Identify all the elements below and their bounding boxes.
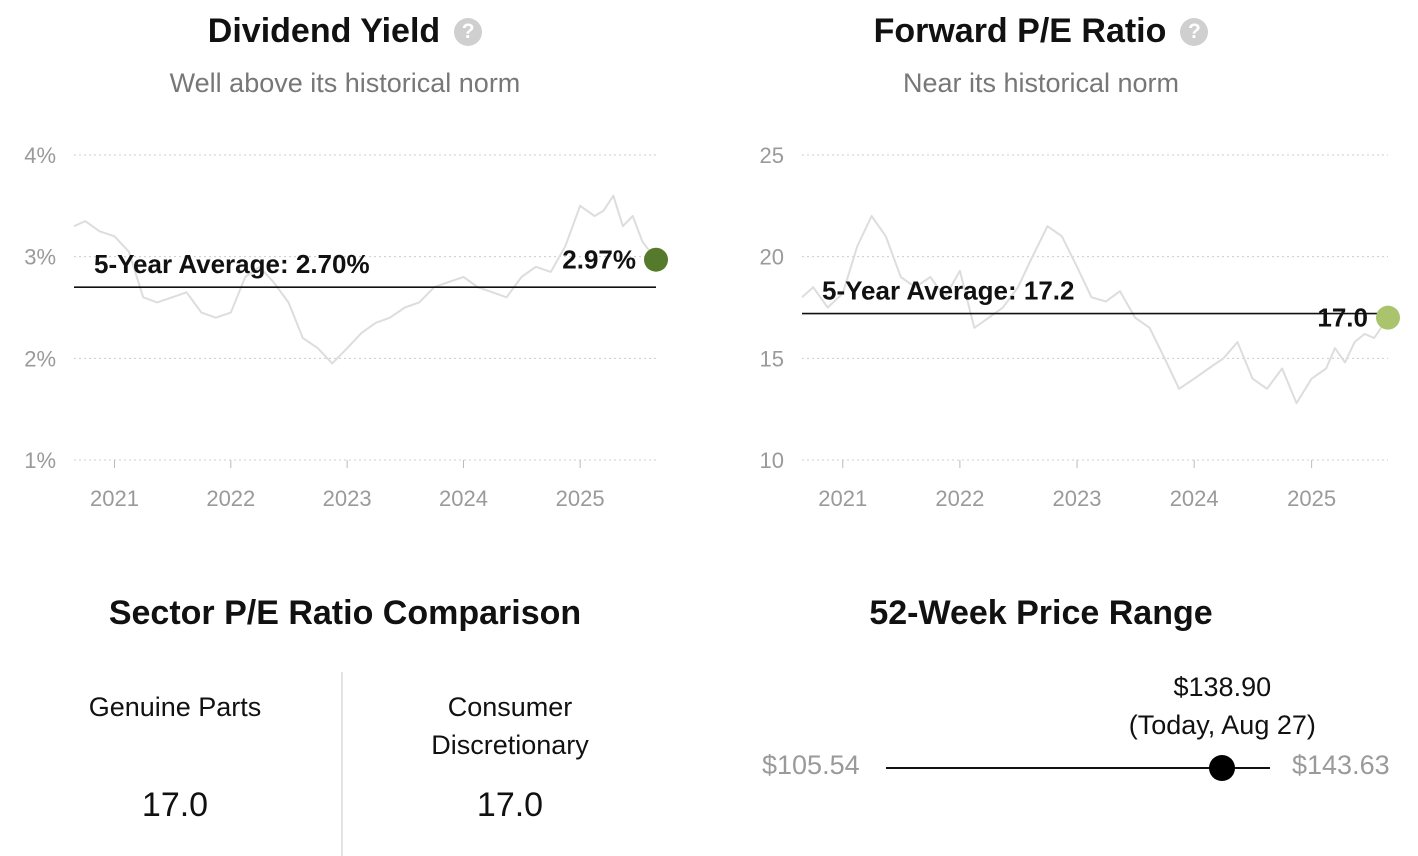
x-tick-label: 2021: [90, 486, 139, 511]
x-tick-label: 2025: [556, 486, 605, 511]
x-tick-label: 2021: [818, 486, 867, 511]
y-tick-label: 20: [760, 245, 784, 270]
average-label: 5-Year Average: 17.2: [822, 276, 1074, 306]
x-tick-label: 2022: [206, 486, 255, 511]
forward-pe-subtitle: Near its historical norm: [902, 68, 1180, 98]
x-tick-label: 2023: [323, 486, 372, 511]
current-price-date: (Today, Aug 27): [1128, 710, 1316, 740]
series-line: [73, 194, 657, 365]
average-label: 5-Year Average: 2.70%: [94, 249, 370, 279]
forward-pe-title: Forward P/E Ratio: [873, 12, 1167, 50]
x-tick-label: 2025: [1287, 486, 1336, 511]
price-range-low: $105.54: [762, 750, 860, 780]
y-tick-label: 1%: [24, 448, 56, 473]
dividend-yield-title-row: Dividend Yield?: [0, 12, 690, 51]
y-tick-label: 25: [760, 143, 784, 168]
y-tick-label: 2%: [24, 346, 56, 371]
dividend-yield-chart: 1% 2% 3% 4% 2021 2022 2023 2024 2025 5-Year Avera…: [24, 143, 668, 511]
sector-pe-comparison: Sector P/E Ratio Comparison Genuine Part…: [0, 560, 690, 856]
x-tick-label: 2023: [1053, 486, 1102, 511]
price-range-title: 52-Week Price Range: [869, 594, 1213, 632]
price-range-track: [886, 767, 1270, 769]
company-pe-value: 17.0: [141, 786, 209, 824]
question-circle-icon[interactable]: ?: [1180, 18, 1209, 46]
sector-pe-value: 17.0: [476, 786, 544, 824]
current-value-dot: [1376, 305, 1400, 330]
y-tick-label: 10: [760, 448, 784, 473]
forward-pe-title-row: Forward P/E Ratio?: [700, 12, 1382, 51]
current-value-dot: [644, 247, 668, 272]
company-name: Genuine Parts: [88, 692, 262, 722]
current-value-label: 2.97%: [562, 245, 636, 275]
series-line: [801, 215, 1389, 405]
current-price: $138.90: [1173, 672, 1272, 702]
sector-divider: [341, 672, 343, 856]
current-price-marker[interactable]: [1209, 755, 1236, 781]
dividend-yield-panel: Dividend Yield? Well above its historica…: [0, 0, 690, 520]
x-tick-label: 2024: [439, 486, 488, 511]
x-tick-label: 2022: [935, 486, 984, 511]
dividend-yield-title: Dividend Yield: [207, 12, 441, 50]
current-price-label: $138.90 (Today, Aug 27): [1102, 668, 1342, 744]
y-tick-label: 4%: [24, 143, 56, 168]
question-circle-icon[interactable]: ?: [454, 18, 483, 46]
current-value-label: 17.0: [1317, 303, 1368, 333]
y-tick-label: 3%: [24, 245, 56, 270]
sector-name: Consumer Discretionary: [431, 692, 589, 760]
price-range-high: $143.63: [1292, 750, 1390, 780]
x-tick-label: 2024: [1170, 486, 1219, 511]
forward-pe-panel: Forward P/E Ratio? Near its historical n…: [700, 0, 1418, 520]
y-tick-label: 15: [760, 346, 784, 371]
price-range-panel: 52-Week Price Range $105.54 $143.63 $138…: [700, 560, 1418, 856]
sector-pe-title: Sector P/E Ratio Comparison: [108, 594, 582, 632]
dividend-yield-subtitle: Well above its historical norm: [169, 68, 521, 98]
